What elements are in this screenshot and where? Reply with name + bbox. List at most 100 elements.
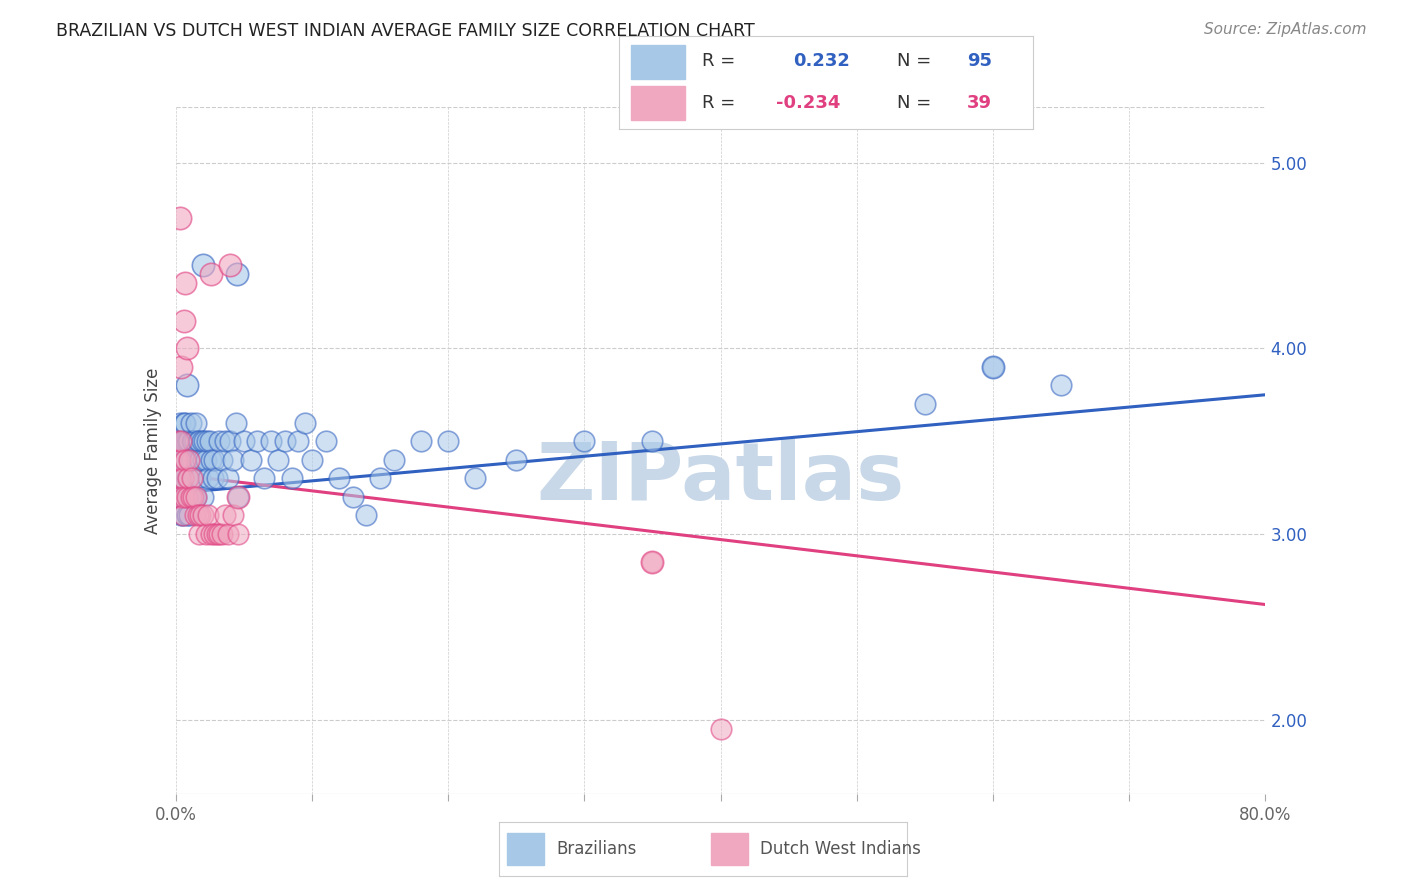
Point [328,471,350,485]
Point [641,434,664,449]
Text: BRAZILIAN VS DUTCH WEST INDIAN AVERAGE FAMILY SIZE CORRELATION CHART: BRAZILIAN VS DUTCH WEST INDIAN AVERAGE F… [56,22,755,40]
Point [200,267,222,281]
Point [170,434,193,449]
Point [186,434,209,449]
Point [214,508,236,523]
Point [180,490,202,504]
Point [214,434,236,449]
Bar [711,833,748,865]
Point [981,359,1004,374]
Point [174,490,197,504]
Point [166,452,188,467]
Point [174,434,197,449]
Point [914,397,936,411]
Point [195,434,218,449]
Point [181,452,204,467]
Point [169,452,191,467]
Point [172,471,194,485]
Point [179,508,201,523]
Point [180,490,202,504]
Point [176,471,198,485]
Point [193,434,215,449]
Point [219,258,242,272]
Point [183,490,205,504]
Point [1050,378,1073,392]
Bar [508,833,544,865]
Point [179,490,201,504]
Point [208,527,231,541]
Text: 95: 95 [967,53,993,70]
Point [170,434,193,449]
Point [191,508,214,523]
Point [226,267,249,281]
Point [239,452,262,467]
Point [228,490,250,504]
Point [181,490,204,504]
Point [301,452,323,467]
Point [176,434,198,449]
Point [194,452,217,467]
Point [177,471,200,485]
Point [225,416,247,430]
Point [174,452,197,467]
Point [173,490,195,504]
Text: 39: 39 [967,94,993,112]
Point [197,471,219,485]
Point [173,313,195,327]
Point [208,434,231,449]
Point [184,490,207,504]
Point [505,452,527,467]
Point [205,471,228,485]
Point [167,434,190,449]
Point [170,490,193,504]
Point [173,452,195,467]
Point [186,490,208,504]
Point [197,508,219,523]
Point [191,258,214,272]
Point [173,490,195,504]
Point [186,508,209,523]
Point [191,452,214,467]
Point [187,527,209,541]
Text: R =: R = [702,94,741,112]
Point [181,434,204,449]
Point [174,416,197,430]
Point [219,434,242,449]
Point [201,471,224,485]
Point [186,416,208,430]
Point [181,471,204,485]
Point [174,277,197,291]
Point [172,508,194,523]
Point [710,722,733,736]
Point [382,452,405,467]
Point [211,452,233,467]
Point [409,434,432,449]
Point [287,434,309,449]
Point [176,508,198,523]
Point [246,434,269,449]
Point [166,471,188,485]
Point [641,555,664,569]
Text: Dutch West Indians: Dutch West Indians [761,840,921,858]
Point [464,471,486,485]
Point [176,342,198,356]
Point [174,452,197,467]
Point [228,527,250,541]
Point [981,359,1004,374]
Point [267,452,290,467]
Point [183,471,205,485]
Point [170,359,193,374]
Point [217,471,239,485]
Point [315,434,337,449]
Point [177,490,200,504]
Point [211,527,233,541]
Point [194,527,217,541]
Point [172,434,194,449]
Text: N =: N = [897,53,936,70]
Point [202,527,225,541]
Point [173,416,195,430]
Point [176,378,198,392]
Point [169,490,191,504]
Point [205,527,228,541]
Text: Source: ZipAtlas.com: Source: ZipAtlas.com [1204,22,1367,37]
